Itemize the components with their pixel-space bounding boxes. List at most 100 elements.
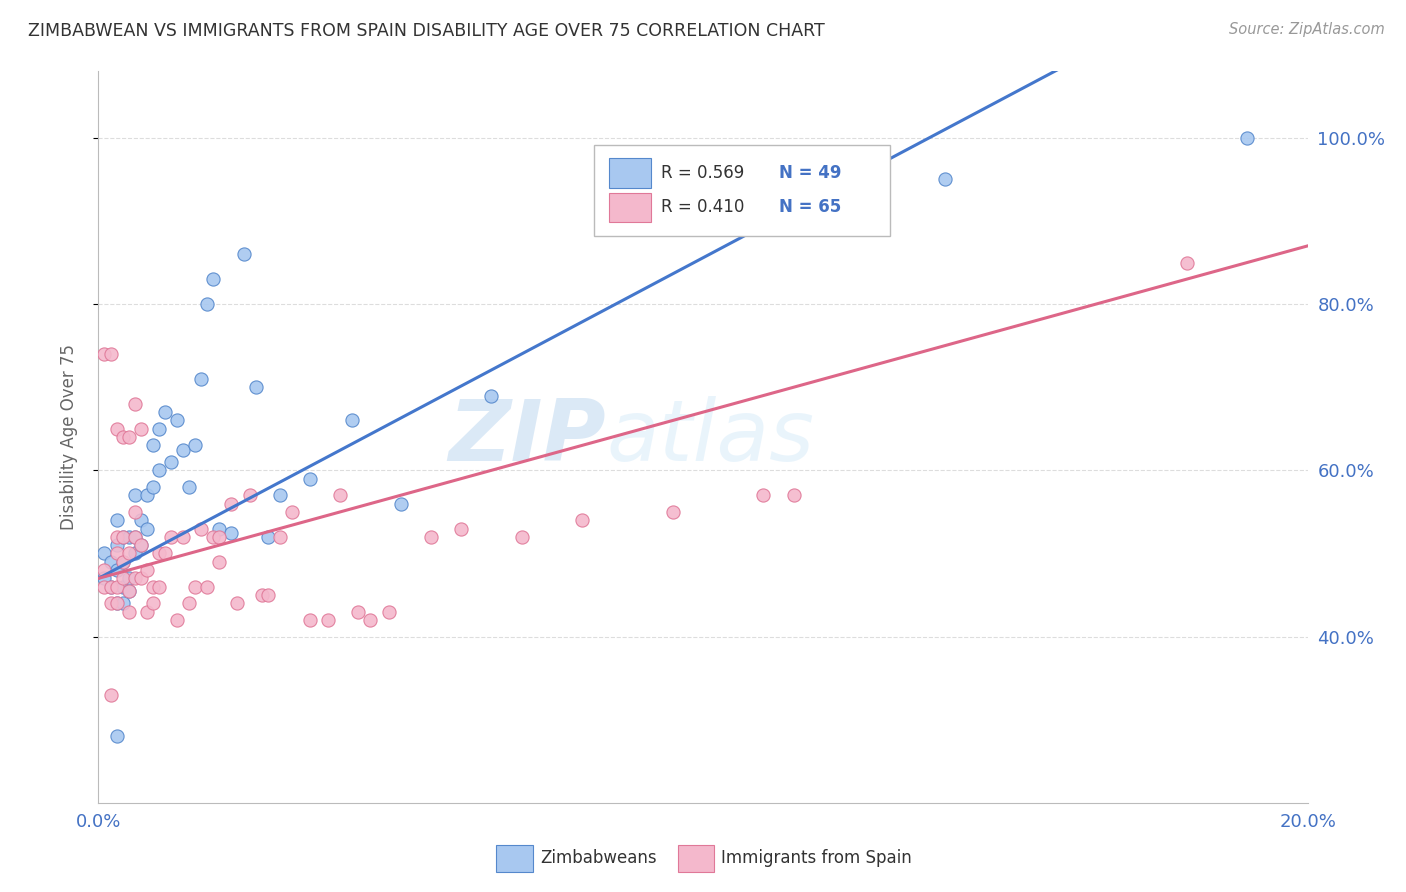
- Point: [93, 580, 115, 594]
- Point: [239, 488, 262, 502]
- FancyBboxPatch shape: [595, 145, 890, 235]
- Point: [1175, 255, 1198, 269]
- Point: [153, 546, 176, 560]
- Point: [135, 563, 157, 577]
- Point: [105, 530, 128, 544]
- Point: [184, 580, 207, 594]
- Point: [135, 488, 157, 502]
- Point: [100, 596, 122, 610]
- Point: [281, 505, 304, 519]
- Point: [118, 571, 141, 585]
- Point: [118, 605, 141, 619]
- Point: [184, 438, 207, 452]
- Point: [118, 583, 141, 598]
- Point: [118, 583, 141, 598]
- Point: [105, 538, 128, 552]
- Point: [571, 513, 593, 527]
- Text: ZIMBABWEAN VS IMMIGRANTS FROM SPAIN DISABILITY AGE OVER 75 CORRELATION CHART: ZIMBABWEAN VS IMMIGRANTS FROM SPAIN DISA…: [28, 22, 825, 40]
- Point: [232, 247, 254, 261]
- Point: [148, 580, 170, 594]
- Point: [269, 488, 291, 502]
- Point: [661, 505, 683, 519]
- Point: [100, 688, 122, 702]
- Point: [105, 422, 128, 436]
- Point: [93, 347, 115, 361]
- Point: [129, 422, 152, 436]
- Point: [256, 530, 278, 544]
- Text: ZIP: ZIP: [449, 395, 606, 479]
- Point: [100, 580, 122, 594]
- Point: [245, 380, 267, 394]
- Point: [100, 580, 122, 594]
- Point: [202, 530, 225, 544]
- Point: [208, 555, 231, 569]
- Text: N = 49: N = 49: [779, 164, 842, 182]
- Point: [172, 442, 194, 457]
- Y-axis label: Disability Age Over 75: Disability Age Over 75: [59, 344, 77, 530]
- Point: [124, 571, 146, 585]
- Point: [934, 172, 956, 186]
- Point: [111, 571, 134, 585]
- Point: [100, 555, 122, 569]
- Text: atlas: atlas: [606, 395, 814, 479]
- Point: [269, 530, 291, 544]
- Point: [105, 563, 128, 577]
- Point: [377, 605, 399, 619]
- Point: [226, 596, 249, 610]
- Point: [450, 521, 472, 535]
- Point: [105, 580, 128, 594]
- Point: [389, 497, 412, 511]
- FancyBboxPatch shape: [609, 193, 651, 222]
- Point: [129, 538, 152, 552]
- Point: [420, 530, 443, 544]
- Point: [124, 546, 146, 560]
- Point: [166, 613, 188, 627]
- Point: [299, 613, 322, 627]
- Text: R = 0.569: R = 0.569: [661, 164, 744, 182]
- Point: [105, 513, 128, 527]
- Point: [129, 571, 152, 585]
- Point: [316, 613, 339, 627]
- Point: [124, 397, 146, 411]
- Point: [118, 430, 141, 444]
- Point: [179, 480, 201, 494]
- Point: [105, 546, 128, 560]
- Point: [135, 605, 157, 619]
- Point: [111, 580, 134, 594]
- Point: [105, 596, 128, 610]
- Point: [124, 488, 146, 502]
- Point: [190, 521, 212, 535]
- FancyBboxPatch shape: [678, 846, 714, 871]
- Point: [195, 580, 218, 594]
- Point: [118, 546, 141, 560]
- Point: [752, 488, 775, 502]
- Text: N = 65: N = 65: [779, 198, 841, 217]
- Point: [256, 588, 278, 602]
- Point: [118, 530, 141, 544]
- Point: [221, 497, 243, 511]
- Point: [299, 472, 322, 486]
- Point: [100, 347, 122, 361]
- Text: Source: ZipAtlas.com: Source: ZipAtlas.com: [1229, 22, 1385, 37]
- Point: [111, 596, 134, 610]
- Text: Immigrants from Spain: Immigrants from Spain: [721, 849, 912, 867]
- Point: [135, 521, 157, 535]
- Point: [93, 546, 115, 560]
- Point: [142, 480, 165, 494]
- Point: [208, 521, 231, 535]
- Point: [148, 463, 170, 477]
- Point: [142, 438, 165, 452]
- Point: [129, 538, 152, 552]
- Point: [221, 525, 243, 540]
- Point: [111, 555, 134, 569]
- Point: [124, 530, 146, 544]
- FancyBboxPatch shape: [609, 159, 651, 187]
- Point: [111, 530, 134, 544]
- Point: [342, 413, 364, 427]
- Point: [142, 580, 165, 594]
- Point: [160, 530, 183, 544]
- FancyBboxPatch shape: [496, 846, 533, 871]
- Point: [195, 297, 218, 311]
- Point: [250, 588, 273, 602]
- Point: [105, 729, 128, 743]
